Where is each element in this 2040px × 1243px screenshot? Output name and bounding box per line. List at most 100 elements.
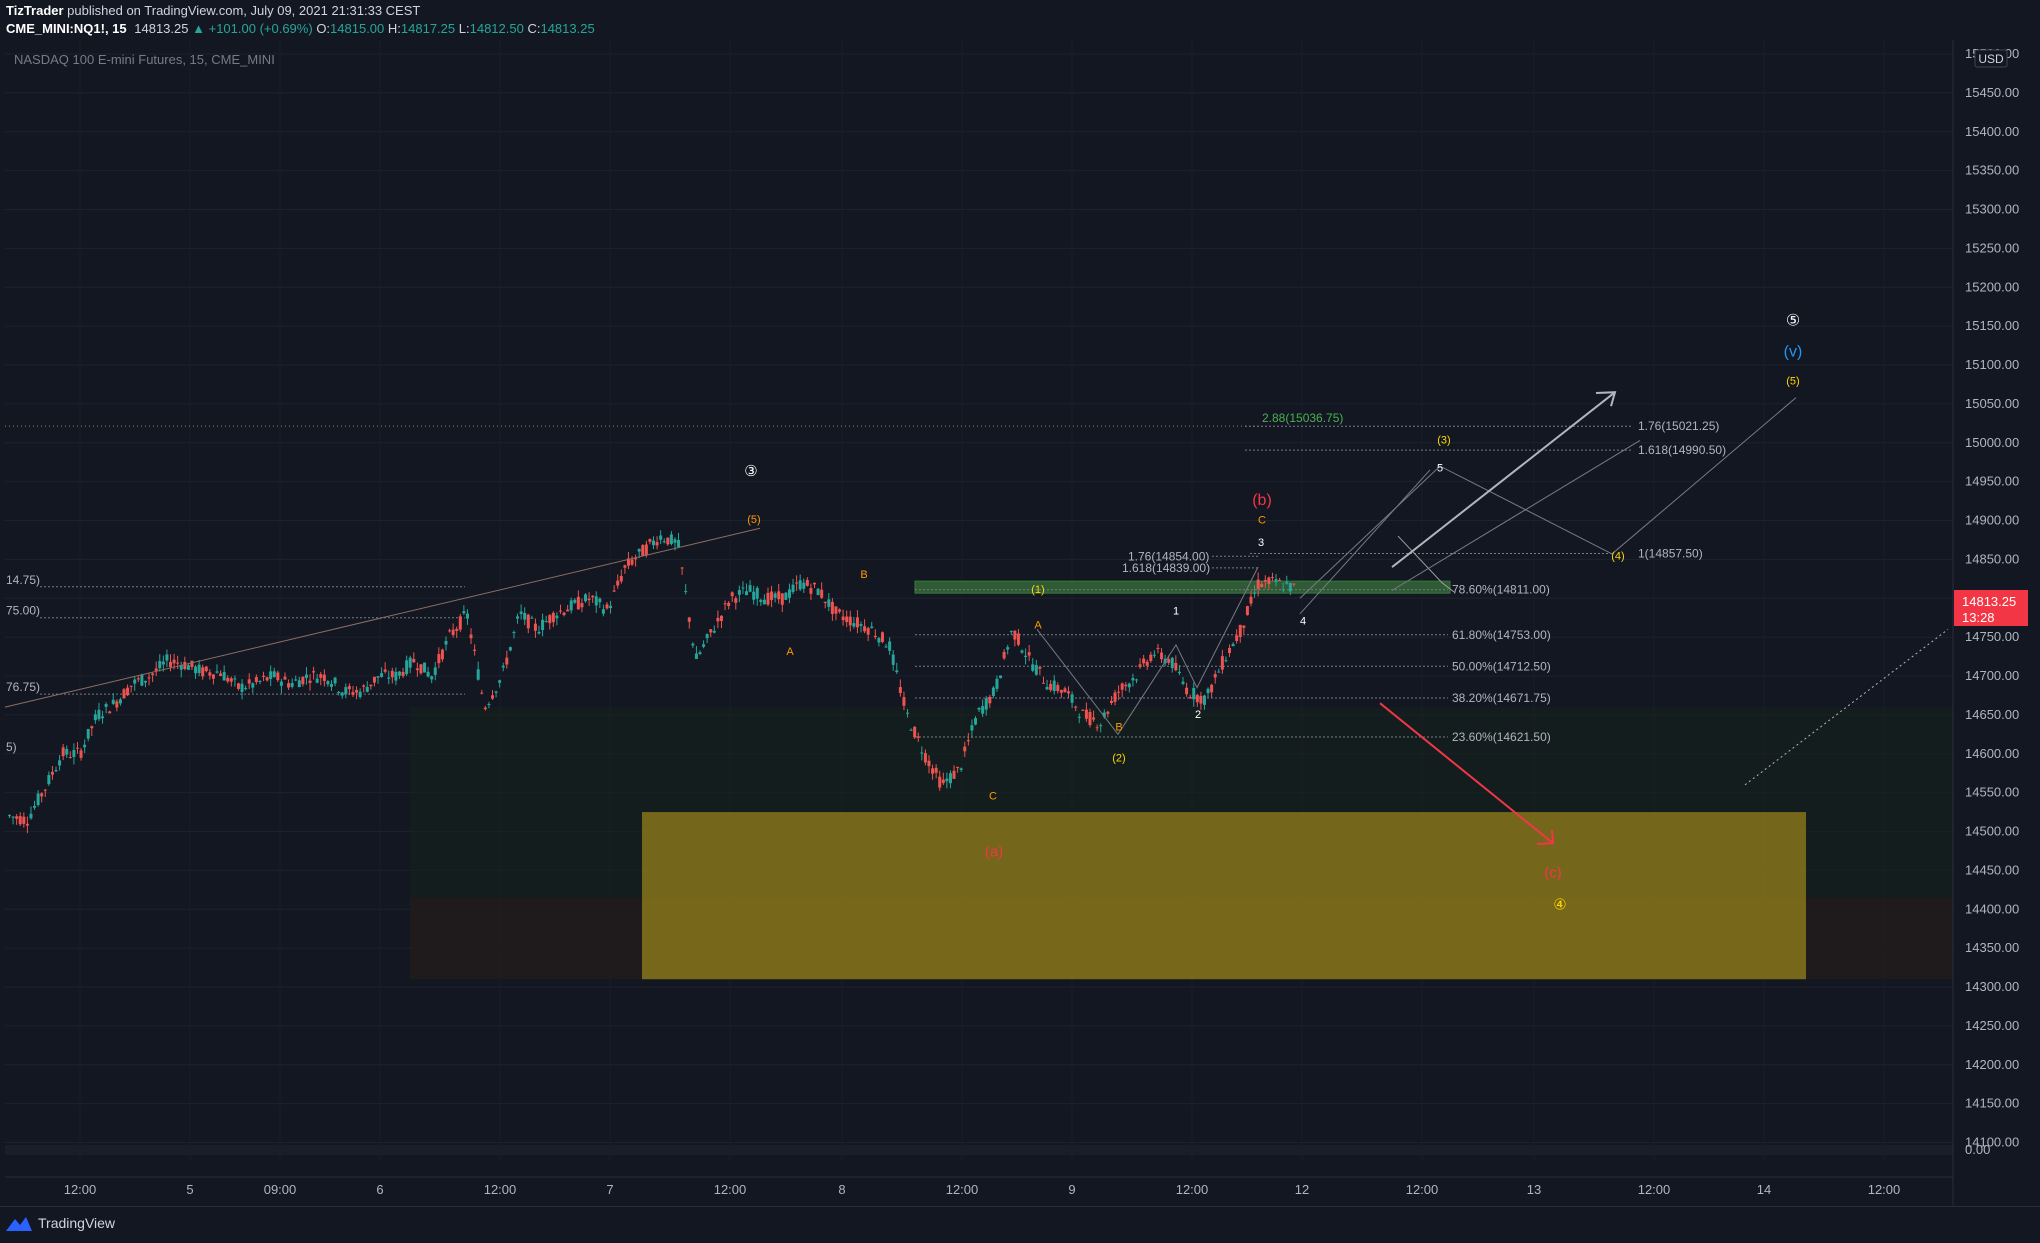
candle-body (630, 559, 634, 565)
brand-name: TradingView (38, 1215, 116, 1231)
candle-body (963, 746, 967, 752)
candle-body (430, 676, 434, 680)
candle-body (512, 632, 516, 634)
candle-body (444, 640, 448, 645)
time-axis[interactable]: 12:00 5 09:00 6 12:00 7 12:00 8 12:00 9 12:00 12 12:… (5, 1176, 1953, 1197)
candle-body (523, 612, 527, 620)
candle-body (294, 679, 298, 681)
candle-body (319, 674, 323, 678)
candle-body (1281, 589, 1285, 591)
candle-body (691, 643, 695, 646)
candle-body (362, 685, 366, 687)
candle-body (401, 671, 405, 677)
candle-body (176, 662, 180, 664)
author-name[interactable]: TizTrader (6, 3, 64, 18)
candle-body (1278, 579, 1282, 581)
candle-body (866, 628, 870, 635)
candle-body (18, 816, 22, 825)
candle-body (419, 664, 423, 674)
wave-label: (4) (1611, 550, 1624, 562)
price-tick-label: 14150.00 (1965, 1096, 2019, 1111)
price-chart[interactable]: 78.60%(14811.00) 61.80%(14753.00) 50.00%(1… (0, 40, 2040, 1205)
candle-body (1009, 631, 1013, 633)
ext-level-label: 1.76(14854.00) (1128, 549, 1209, 563)
wave-label: (c) (1544, 864, 1562, 881)
candle-body (1245, 606, 1249, 616)
left-level-label: 75.00) (6, 604, 40, 618)
candle-body (8, 815, 11, 817)
currency-label: USD (1978, 52, 2004, 66)
candle-body (727, 602, 731, 607)
price-tick-label: 14850.00 (1965, 551, 2019, 566)
candle-body (104, 703, 108, 707)
candle-body (526, 614, 530, 629)
candle-body (762, 599, 766, 605)
wave-label: (b) (1252, 492, 1272, 509)
candle-body (1224, 660, 1228, 662)
candle-body (122, 689, 126, 699)
candle-body (601, 609, 605, 614)
candle-body (1152, 654, 1156, 656)
candle-body (891, 654, 895, 665)
candle-body (923, 753, 927, 763)
candle-body (494, 691, 498, 693)
candle-body (594, 596, 598, 606)
price-tag-countdown: 13:28 (1962, 610, 1995, 625)
candle-body (340, 692, 344, 696)
candle-body (877, 638, 881, 643)
trend-line (4, 527, 761, 708)
price-tick-label: 15150.00 (1965, 318, 2019, 333)
candle-body (315, 678, 319, 683)
time-tick-label: 12:00 (484, 1182, 517, 1197)
candle-body (347, 686, 351, 690)
price-tick-label: 14400.00 (1965, 901, 2019, 916)
candle-body (580, 602, 584, 608)
candle-body (115, 701, 119, 708)
wave-label: (v) (1784, 343, 1803, 360)
fib-level-label: 61.80%(14753.00) (1452, 628, 1551, 642)
candle-body (229, 678, 233, 682)
tradingview-logo[interactable]: TradingView (6, 1215, 115, 1231)
currency-box[interactable] (1974, 49, 2008, 68)
candle-body (297, 680, 301, 688)
candle-body (1135, 679, 1138, 681)
candle-body (1274, 579, 1278, 583)
time-tick-label: 12:00 (1868, 1182, 1901, 1197)
time-tick-label: 12:00 (1176, 1182, 1209, 1197)
candle-body (558, 610, 562, 612)
price-tag: 14813.25 13:28 (1954, 590, 2028, 626)
candle-body (813, 582, 816, 585)
plot-background (5, 40, 1953, 1205)
candle-body (709, 629, 713, 633)
candle-body (222, 672, 226, 681)
candle-body (1059, 690, 1063, 693)
candle-body (408, 657, 412, 668)
candle-body (612, 590, 616, 592)
candles (8, 530, 1296, 834)
candle-body (820, 589, 824, 598)
candle-body (1006, 647, 1010, 650)
candle-body (154, 668, 158, 671)
candle-body (169, 661, 172, 667)
candle-body (29, 813, 33, 819)
candle-body (143, 680, 147, 683)
chart-header: TizTrader published on TradingView.com, … (0, 0, 2040, 40)
candle-body (798, 580, 802, 590)
level-lines: 78.60%(14811.00) 61.80%(14753.00) 50.00%(1… (5, 411, 1726, 754)
candle-body (609, 605, 613, 609)
candle-body (476, 669, 480, 680)
candle-body (337, 691, 341, 693)
candle-body (462, 611, 466, 614)
candle-body (433, 667, 437, 675)
chart-area[interactable]: 78.60%(14811.00) 61.80%(14753.00) 50.00%(1… (0, 40, 2040, 1205)
wave-label: (3) (1437, 435, 1450, 447)
abc-path (1036, 566, 1259, 736)
candle-body (480, 692, 484, 694)
wave-label: (2) (1112, 753, 1125, 765)
candle-body (880, 632, 884, 642)
candle-body (981, 706, 985, 714)
ext-level-label: 1(14857.50) (1638, 547, 1703, 561)
candle-body (702, 644, 706, 647)
symbol-label[interactable]: CME_MINI:NQ1!, 15 (6, 21, 127, 36)
candle-body (669, 534, 673, 545)
